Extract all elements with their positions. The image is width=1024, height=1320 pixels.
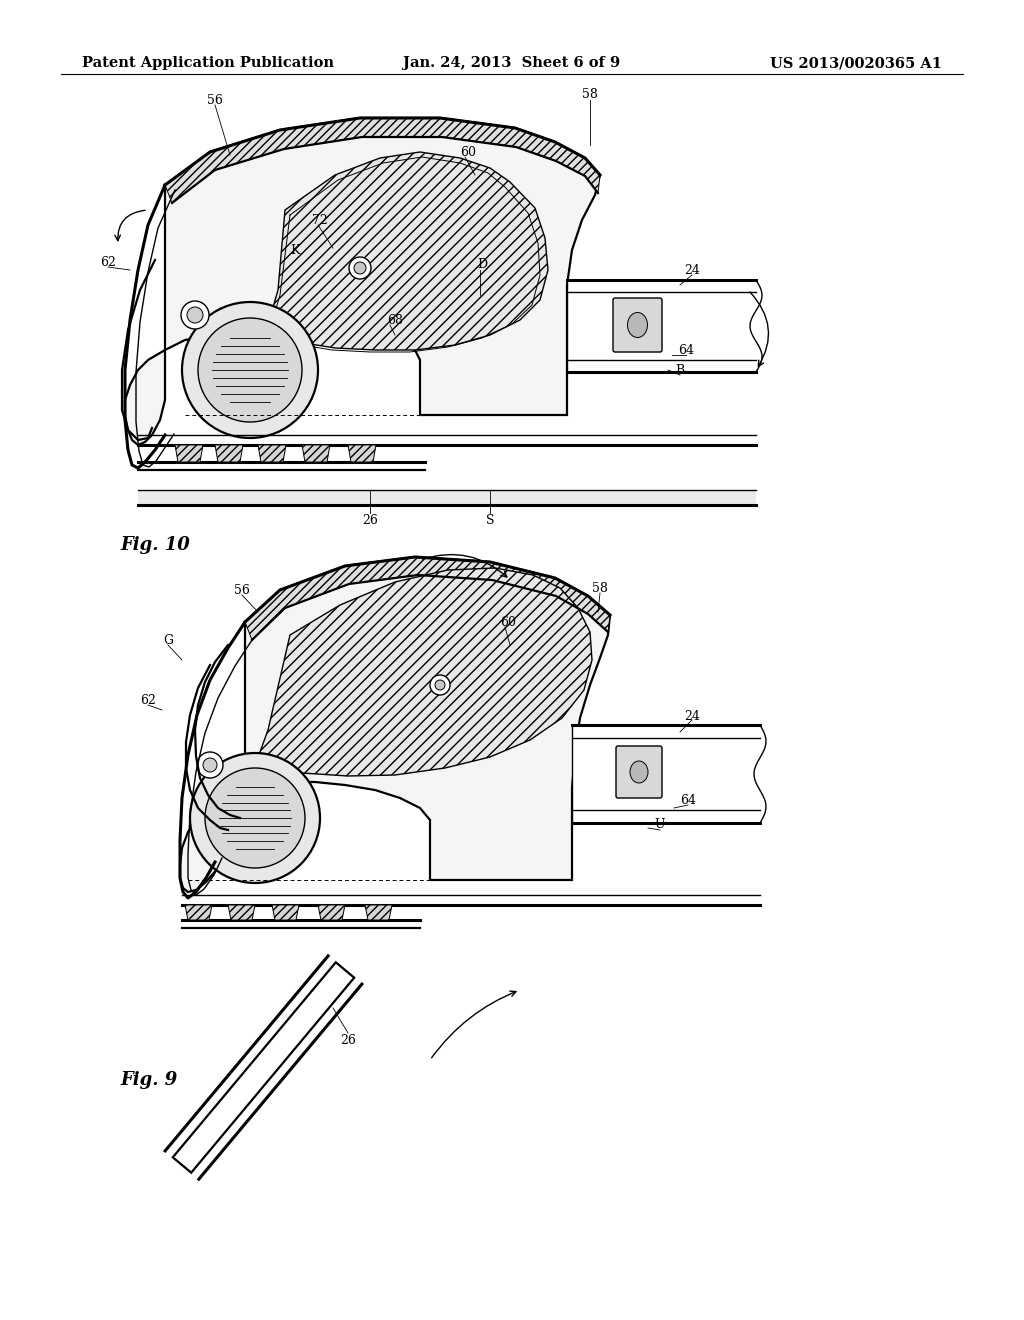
Text: K: K (290, 243, 300, 256)
Text: G: G (163, 634, 173, 647)
Text: B: B (676, 363, 685, 376)
Text: 56: 56 (234, 583, 250, 597)
Polygon shape (302, 445, 330, 462)
Polygon shape (260, 568, 592, 776)
Polygon shape (185, 906, 212, 920)
Text: Jan. 24, 2013  Sheet 6 of 9: Jan. 24, 2013 Sheet 6 of 9 (403, 57, 621, 70)
Polygon shape (348, 445, 376, 462)
Polygon shape (365, 906, 392, 920)
Polygon shape (165, 117, 600, 203)
Circle shape (181, 301, 209, 329)
Text: Fig. 10: Fig. 10 (120, 536, 189, 554)
Circle shape (198, 318, 302, 422)
Circle shape (349, 257, 371, 279)
Text: 60: 60 (500, 615, 516, 628)
Text: 26: 26 (340, 1034, 356, 1047)
Text: 64: 64 (678, 343, 694, 356)
Polygon shape (258, 445, 286, 462)
Circle shape (203, 758, 217, 772)
Polygon shape (572, 725, 760, 822)
Text: 72: 72 (312, 214, 328, 227)
Polygon shape (272, 906, 299, 920)
Text: U: U (654, 818, 666, 832)
Text: US 2013/0020365 A1: US 2013/0020365 A1 (770, 57, 942, 70)
Circle shape (187, 308, 203, 323)
Circle shape (197, 752, 223, 777)
Circle shape (182, 302, 318, 438)
FancyBboxPatch shape (613, 298, 662, 352)
Circle shape (190, 752, 319, 883)
Text: 58: 58 (592, 582, 608, 594)
Polygon shape (173, 962, 354, 1172)
Text: Fig. 9: Fig. 9 (120, 1071, 177, 1089)
Circle shape (430, 675, 450, 696)
Text: 26: 26 (362, 513, 378, 527)
Polygon shape (215, 445, 243, 462)
Text: 60: 60 (460, 145, 476, 158)
Circle shape (435, 680, 445, 690)
Polygon shape (318, 906, 345, 920)
Polygon shape (245, 557, 610, 640)
Text: 62: 62 (140, 693, 156, 706)
Circle shape (205, 768, 305, 869)
Polygon shape (175, 445, 203, 462)
Ellipse shape (628, 313, 647, 338)
Polygon shape (228, 906, 255, 920)
Text: 24: 24 (684, 710, 700, 722)
Text: Patent Application Publication: Patent Application Publication (82, 57, 334, 70)
Text: D: D (477, 259, 487, 272)
Text: 62: 62 (100, 256, 116, 268)
FancyBboxPatch shape (616, 746, 662, 799)
Text: S: S (485, 513, 495, 527)
Circle shape (354, 261, 366, 275)
Polygon shape (270, 152, 548, 350)
Text: 64: 64 (680, 793, 696, 807)
Bar (567, 280, 756, 372)
Text: 56: 56 (207, 94, 223, 107)
Ellipse shape (630, 762, 648, 783)
Text: 24: 24 (684, 264, 700, 276)
Text: 68: 68 (387, 314, 403, 326)
Text: 58: 58 (582, 88, 598, 102)
Polygon shape (180, 557, 610, 892)
Polygon shape (125, 117, 600, 445)
